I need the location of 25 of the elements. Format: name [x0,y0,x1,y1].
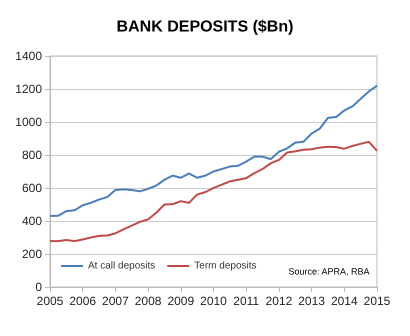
line-series [49,84,378,218]
x-tick-label: 2015 [364,294,391,308]
legend-label: Term deposits [194,260,257,272]
y-tick-label: 600 [22,181,42,195]
x-tick-label: 2011 [233,294,260,308]
x-tick-label: 2012 [266,294,293,308]
y-tick-label: 1200 [15,82,42,96]
y-tick-label: 200 [22,247,42,261]
legend-label: At call deposits [88,260,156,272]
x-tick-label: 2008 [134,294,162,308]
x-tick-label: 2006 [69,294,96,308]
y-tick-label: 0 [35,280,42,294]
y-tick-label: 1400 [15,49,42,63]
x-tick-label: 2005 [36,294,64,308]
line-series [49,140,378,242]
x-tick-label: 2014 [330,294,358,308]
chart-title: BANK DEPOSITS ($Bn) [116,18,294,36]
x-tick-label: 2013 [298,294,326,308]
x-tick-label: 2009 [167,294,194,308]
x-tick-label: 2007 [102,294,130,308]
x-tick-label: 2010 [200,294,228,308]
y-tick-label: 400 [22,214,42,228]
y-tick-label: 1000 [15,115,42,129]
y-tick-label: 800 [22,148,42,162]
annotation: Source: APRA, RBA [288,266,370,276]
